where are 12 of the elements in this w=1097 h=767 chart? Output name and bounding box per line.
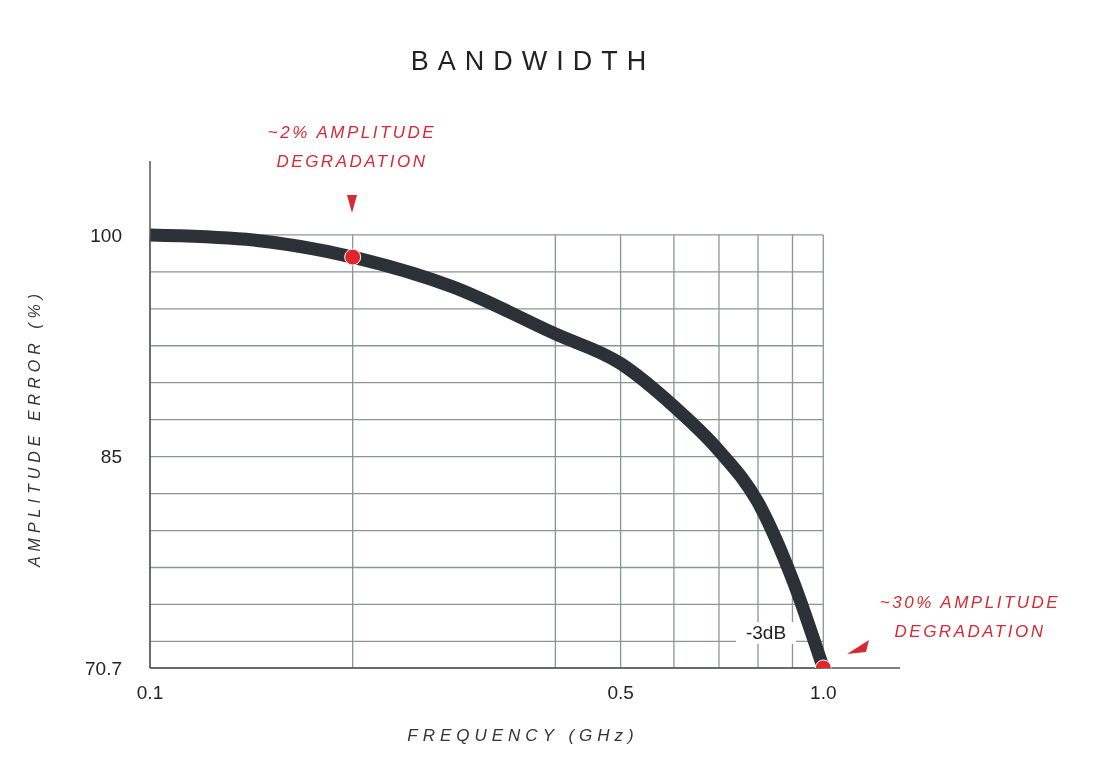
y-tick-label: 70.7 [85, 657, 122, 679]
chart-title: BANDWIDTH [409, 46, 657, 77]
x-tick-label: 0.5 [607, 682, 634, 704]
y-tick-label: 85 [100, 446, 122, 468]
y-tick-label: 100 [90, 224, 122, 246]
annotation: ~2% AMPLITUDE DEGRADATION [266, 122, 438, 173]
annotation: -3dB [736, 622, 796, 644]
x-tick-label: 1.0 [810, 682, 837, 704]
annotation: ~30% AMPLITUDE DEGRADATION [878, 592, 1062, 643]
y-axis-title: AMPLITUDE ERROR (%) [25, 287, 44, 570]
x-axis-title: FREQUENCY (GHz) [406, 726, 640, 746]
x-tick-label: 0.1 [136, 682, 164, 704]
